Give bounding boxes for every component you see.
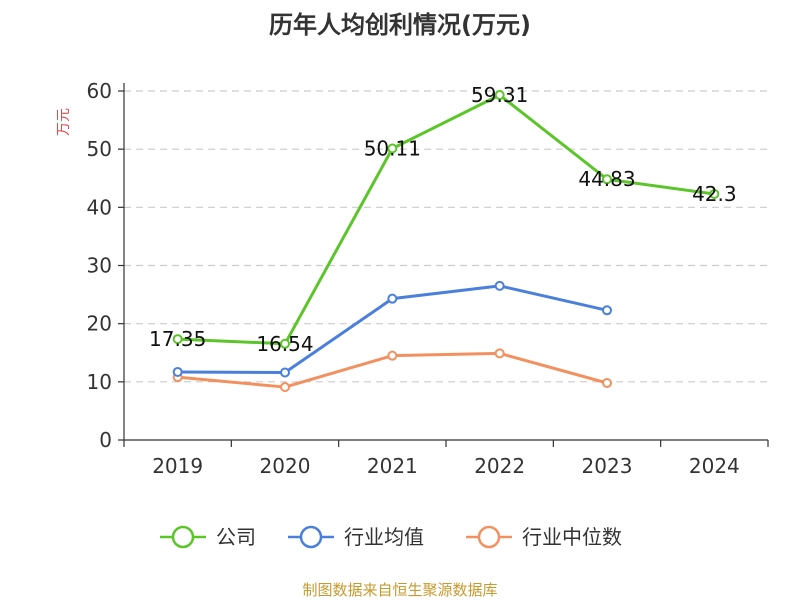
y-tick-label: 50 (87, 137, 112, 161)
data-point (494, 348, 505, 359)
data-point (602, 174, 612, 185)
legend-item-industry-average[interactable]: 行业均值 (288, 525, 424, 549)
data-point (172, 366, 183, 377)
data-point (172, 334, 183, 345)
legend-marker (477, 525, 501, 549)
gridlines (124, 90, 768, 383)
chart-title: 历年人均创利情况(万元) (269, 11, 531, 39)
legend-label: 行业均值 (344, 525, 424, 549)
data-point (387, 293, 398, 304)
data-point (280, 382, 290, 393)
legend-label: 公司 (216, 525, 256, 549)
legend-item-company[interactable]: 公司 (160, 525, 256, 549)
data-point (602, 377, 612, 388)
x-tick-label: 2024 (689, 454, 740, 478)
legend[interactable]: 公司 行业均值 行业中位数 (160, 525, 622, 549)
data-label: 16.54 (256, 332, 313, 356)
y-tick-label: 60 (87, 79, 112, 103)
legend-marker (299, 525, 323, 549)
y-tick-label: 0 (99, 428, 112, 452)
data-labels: 17.35 16.54 50.11 59.31 44.83 42.3 (149, 83, 737, 356)
data-label: 42.3 (692, 182, 737, 206)
data-point (280, 367, 290, 378)
data-point (280, 338, 290, 349)
x-tick-label: 2023 (582, 454, 633, 478)
tick-labels: 0 10 20 30 40 50 60 2019 2020 2021 2022 2023 2024 (87, 79, 740, 478)
data-point (709, 188, 720, 199)
data-label: 59.31 (471, 83, 528, 107)
x-tick-label: 2019 (152, 454, 203, 478)
data-label: 44.83 (578, 167, 635, 191)
legend-marker (171, 525, 195, 549)
x-tick-label: 2022 (474, 454, 525, 478)
y-axis-title: 万元 (56, 108, 72, 136)
series-line-0 (176, 93, 716, 346)
data-point (494, 90, 505, 101)
data-label: 50.11 (364, 137, 421, 161)
x-tick-label: 2021 (367, 454, 418, 478)
y-tick-label: 10 (87, 370, 112, 394)
y-tick-label: 20 (87, 312, 112, 336)
y-tick-label: 40 (87, 195, 112, 219)
data-point (387, 143, 398, 154)
data-point (494, 280, 505, 291)
x-tick-label: 2020 (260, 454, 311, 478)
data-label: 17.35 (149, 327, 206, 351)
y-tick-label: 30 (87, 254, 112, 278)
data-point (387, 350, 398, 361)
legend-label: 行业中位数 (522, 525, 622, 549)
series-group (172, 90, 720, 393)
source-note: 制图数据来自恒生聚源数据库 (302, 581, 497, 599)
axes (118, 83, 769, 447)
data-point (602, 305, 612, 316)
legend-item-industry-median[interactable]: 行业中位数 (466, 525, 622, 549)
